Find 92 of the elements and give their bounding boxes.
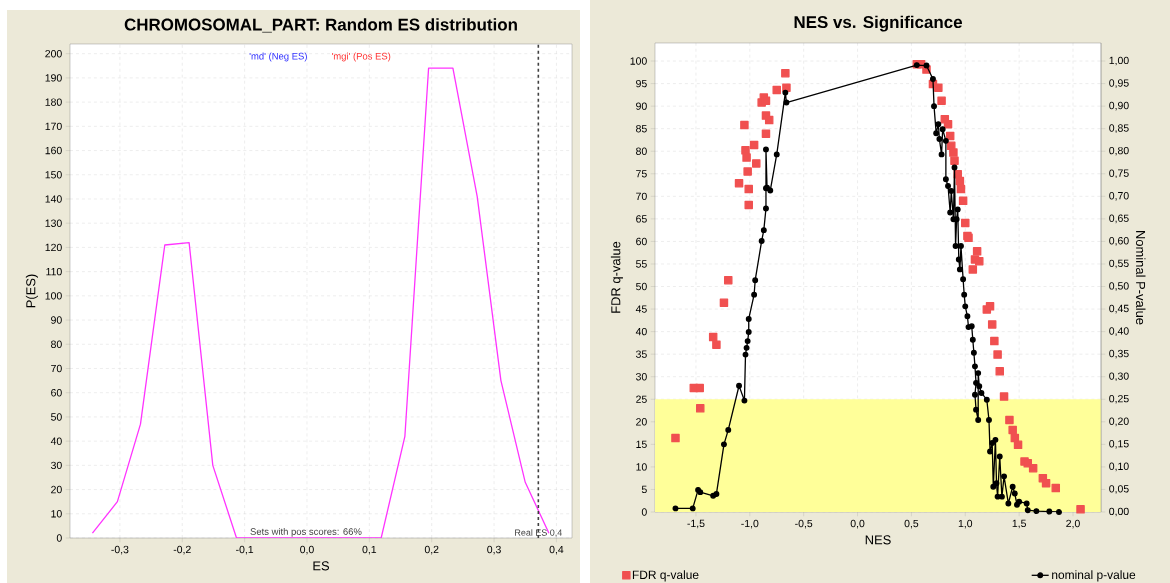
x-tick-label: -0,1 (236, 545, 254, 555)
x-tick-label: 1,5 (1012, 519, 1026, 529)
y2-tick-label: 0,70 (1109, 192, 1129, 201)
y-tick-label: 40 (50, 437, 62, 445)
y-tick-label: 40 (635, 327, 647, 336)
y-tick-label: 25 (636, 395, 647, 403)
y-tick-label: 100 (45, 292, 62, 300)
y-tick-label: 90 (636, 102, 647, 110)
annotation: 'md' (Neg ES) (249, 52, 307, 62)
x-tick-label: -0,3 (111, 545, 129, 555)
y-tick-label: 60 (51, 389, 62, 397)
y-tick-label: 20 (636, 418, 647, 426)
y-tick-label: 60 (636, 237, 647, 246)
y-axis-title: P(ES) (25, 274, 38, 308)
y-tick-label: 0 (641, 508, 647, 516)
line-series (91, 67, 550, 538)
y-tick-label: 80 (636, 147, 647, 155)
annotation: Sets with pos scores: 66% (250, 527, 362, 537)
y2-axis-title: Nominal P-value (1135, 231, 1146, 325)
y-tick-label: 10 (636, 463, 647, 471)
y-tick-label: 5 (641, 485, 647, 494)
y-tick-label: 70 (636, 192, 647, 201)
x-tick-label: 0,2 (424, 545, 439, 555)
y-tick-label: 100 (630, 57, 647, 65)
y-tick-label: 30 (635, 373, 647, 381)
y-tick-label: 80 (51, 340, 62, 348)
y-tick-label: 20 (51, 485, 62, 494)
y2-tick-label: 0,10 (1109, 462, 1129, 472)
x-tick-label: 0,3 (487, 545, 501, 555)
y2-tick-label: 1,00 (1109, 56, 1129, 66)
y-tick-label: 65 (636, 215, 647, 223)
y-tick-label: 10 (51, 510, 62, 518)
y-tick-label: 70 (51, 364, 62, 373)
y-tick-label: 30 (50, 461, 62, 470)
x-tick-label: 0,1 (362, 545, 377, 555)
y2-tick-label: 0,75 (1109, 169, 1129, 179)
x-tick-label: -0,2 (173, 545, 191, 555)
y2-tick-label: 0,60 (1109, 237, 1129, 246)
y-tick-label: 90 (51, 316, 62, 324)
annotation: 'mgi' (Pos ES) (331, 52, 391, 62)
y-tick-label: 85 (636, 124, 647, 133)
y-tick-label: 160 (45, 146, 62, 155)
y-tick-label: 120 (45, 243, 62, 252)
y-tick-label: 75 (636, 170, 647, 178)
x-tick-label: 2,0 (1066, 519, 1080, 529)
y-tick-label: 45 (635, 305, 647, 313)
y2-tick-label: 0,25 (1109, 394, 1129, 404)
y-tick-label: 15 (636, 440, 647, 449)
y-tick-label: 55 (636, 260, 647, 268)
x-axis-title: ES (313, 561, 330, 571)
y2-tick-label: 0,55 (1109, 259, 1129, 269)
y-tick-label: 130 (45, 219, 62, 227)
y-tick-label: 170 (45, 122, 62, 131)
y2-tick-label: 0,85 (1109, 124, 1129, 133)
y2-tick-label: 0,05 (1109, 485, 1129, 494)
y2-tick-label: 0,95 (1109, 79, 1129, 88)
y2-tick-label: 0,80 (1109, 146, 1129, 156)
y-tick-label: 95 (636, 79, 647, 88)
x-tick-label: -1,0 (741, 519, 759, 529)
y2-tick-label: 0,90 (1109, 101, 1129, 111)
y-tick-label: 200 (45, 49, 62, 58)
y-tick-label: 50 (636, 282, 647, 291)
x-tick-label: 1,0 (958, 519, 973, 529)
x-tick-label: 0,4 (549, 545, 564, 555)
legend-label: nominal p-value (1052, 570, 1136, 582)
y2-tick-label: 0,65 (1109, 214, 1129, 224)
y2-tick-label: 0,45 (1109, 304, 1129, 314)
x-axis-title: NES (865, 535, 891, 545)
y2-tick-label: 0,20 (1109, 417, 1129, 427)
x-tick-label: 0,0 (850, 519, 865, 529)
x-tick-label: 0,0 (300, 545, 314, 555)
x-tick-label: -0,5 (795, 519, 813, 529)
x-tick-label: -1,5 (687, 519, 705, 529)
y-tick-label: 50 (51, 413, 62, 421)
y-tick-label: 0 (56, 534, 62, 542)
y-tick-label: 180 (45, 98, 62, 106)
y2-tick-label: 0,15 (1109, 440, 1129, 449)
y2-tick-label: 0,30 (1109, 372, 1129, 382)
y-tick-label: 140 (45, 195, 62, 203)
y-tick-label: 150 (45, 171, 62, 179)
y-tick-label: 190 (45, 74, 62, 82)
y-tick-label: 35 (635, 350, 647, 358)
y2-tick-label: 0,35 (1109, 349, 1129, 359)
y2-tick-label: 0,40 (1109, 327, 1129, 336)
y-tick-label: 110 (46, 267, 62, 276)
y-axis-title: FDR q-value (610, 241, 623, 313)
y2-tick-label: 0,50 (1109, 282, 1129, 291)
legend-label: FDR q-value (632, 570, 699, 582)
chart-title: NES vs. Significance (794, 15, 962, 32)
chart-title: CHROMOSOMAL_PART: Random ES distribution (124, 18, 517, 33)
y2-tick-label: 0,00 (1109, 507, 1129, 517)
x-tick-label: 0,5 (904, 519, 919, 529)
